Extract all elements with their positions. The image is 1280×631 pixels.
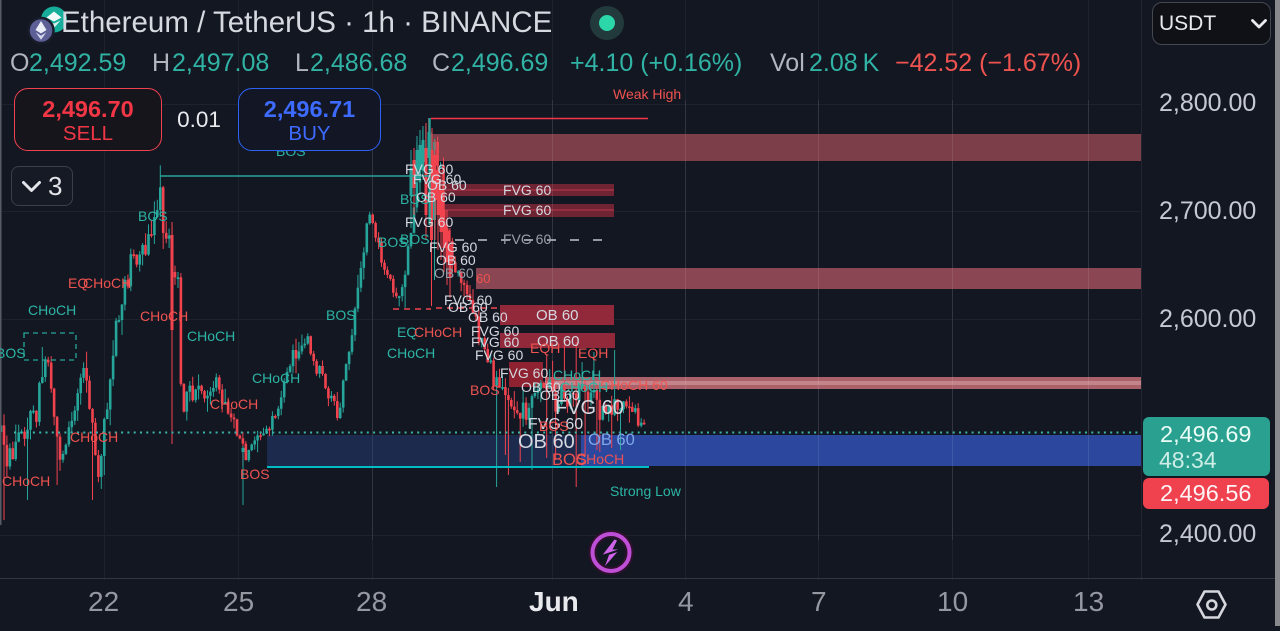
svg-text:CHoCH: CHoCH [387, 345, 435, 361]
svg-text:BOS: BOS [552, 451, 587, 469]
svg-text:FVG 60: FVG 60 [429, 239, 477, 255]
svg-text:FVG 60: FVG 60 [405, 214, 453, 230]
svg-text:CHoCH: CHoCH [553, 367, 601, 383]
svg-text:OB 60: OB 60 [468, 309, 508, 325]
svg-text:CHoCH: CHoCH [28, 302, 76, 318]
svg-text:OB 60: OB 60 [448, 299, 488, 315]
svg-text:CHoCH: CHoCH [187, 328, 235, 344]
svg-text:CHoCH: CHoCH [414, 324, 462, 340]
svg-text:FVG 60: FVG 60 [471, 323, 519, 339]
svg-text:FVG 60: FVG 60 [413, 171, 461, 187]
svg-text:Weak High: Weak High [613, 86, 681, 102]
svg-text:OB 60: OB 60 [540, 387, 580, 403]
svg-text:BOS: BOS [470, 382, 500, 398]
svg-text:OB 60: OB 60 [536, 307, 579, 324]
svg-text:FVG 60: FVG 60 [555, 397, 624, 419]
svg-text:BOS: BOS [326, 307, 356, 323]
svg-text:OB 60: OB 60 [537, 333, 580, 350]
svg-text:FVG 60: FVG 60 [471, 334, 519, 350]
svg-text:EQH: EQH [578, 345, 608, 361]
svg-text:FVG 60: FVG 60 [503, 202, 551, 218]
svg-text:OB 60: OB 60 [518, 431, 575, 453]
svg-text:FVG 60: FVG 60 [500, 365, 548, 381]
svg-text:CHoCH: CHoCH [83, 275, 131, 291]
svg-text:FVG 60: FVG 60 [475, 347, 523, 363]
svg-text:CHoCH: CHoCH [70, 429, 118, 445]
svg-text:BOS: BOS [378, 234, 408, 250]
svg-text:CHoCH: CHoCH [252, 370, 300, 386]
svg-text:CHoCH: CHoCH [210, 396, 258, 412]
svg-text:OB 60: OB 60 [416, 189, 456, 205]
svg-text:BOS: BOS [138, 208, 168, 224]
svg-text:BOS: BOS [539, 418, 569, 434]
svg-text:FVG 60: FVG 60 [503, 182, 551, 198]
svg-text:60: 60 [476, 271, 490, 286]
svg-text:CHoCH: CHoCH [2, 473, 50, 489]
svg-text:CHoCH: CHoCH [560, 379, 608, 395]
svg-text:FVG 60: FVG 60 [528, 416, 583, 433]
svg-text:BOS: BOS [240, 466, 270, 482]
svg-text:EQ: EQ [397, 324, 417, 340]
svg-text:OB 60: OB 60 [436, 252, 476, 268]
svg-text:FVG 60: FVG 60 [444, 292, 492, 308]
svg-text:BOS: BOS [400, 231, 430, 247]
svg-text:FVG 60: FVG 60 [405, 161, 453, 177]
svg-text:EQ: EQ [68, 275, 88, 291]
svg-text:BOS: BOS [0, 345, 26, 361]
svg-text:OB 60: OB 60 [521, 379, 561, 395]
svg-text:CHoCH: CHoCH [140, 308, 188, 324]
svg-text:EQH: EQH [530, 340, 560, 356]
svg-text:OB 60: OB 60 [588, 431, 635, 449]
svg-text:CHoCH 60: CHoCH 60 [600, 377, 668, 393]
svg-text:Strong Low: Strong Low [610, 483, 682, 499]
svg-text:OB 60: OB 60 [427, 177, 467, 193]
svg-text:OB 60: OB 60 [434, 265, 474, 281]
svg-text:BOS: BOS [400, 191, 430, 207]
svg-text:FVG 60: FVG 60 [503, 231, 551, 247]
svg-text:CHoCH: CHoCH [576, 451, 624, 467]
